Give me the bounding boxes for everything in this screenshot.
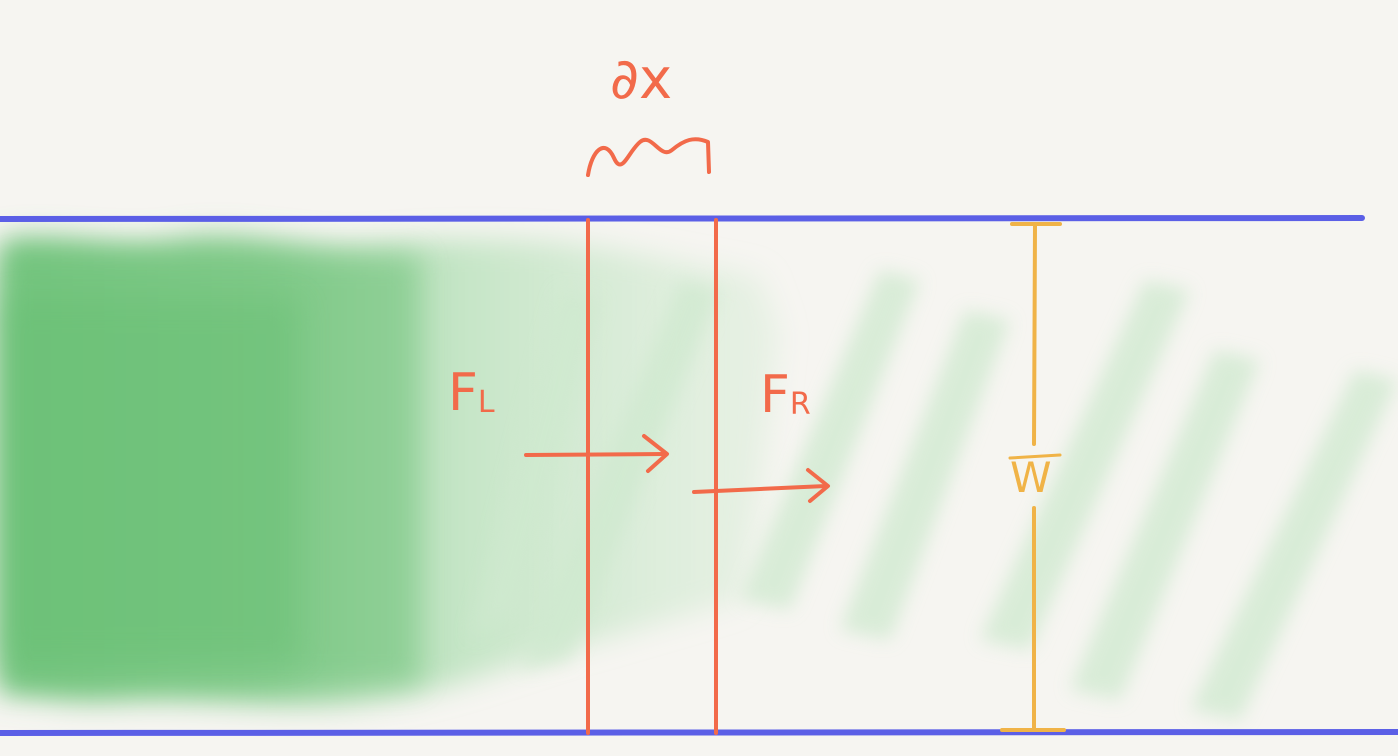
flux-right-arrow: [692, 468, 830, 503]
dx-brace: [586, 137, 711, 177]
dx-label: ∂x: [610, 47, 672, 112]
flux-left-label: FL: [448, 363, 495, 423]
flux-left-arrow: [524, 434, 669, 473]
flux-right-label: FR: [760, 365, 811, 425]
flux-left-symbol: F: [448, 363, 478, 423]
flux-left-subscript: L: [478, 385, 495, 420]
flux-right-symbol: F: [760, 365, 790, 425]
channel-top-wall: [0, 215, 1365, 222]
width-label: W: [1010, 453, 1052, 502]
flux-right-subscript: R: [790, 387, 811, 422]
width-label-bar: [1008, 453, 1062, 460]
channel-bottom-wall: [0, 729, 1398, 736]
width-marker: [1000, 222, 1066, 732]
concentration-fill: [0, 235, 1398, 720]
